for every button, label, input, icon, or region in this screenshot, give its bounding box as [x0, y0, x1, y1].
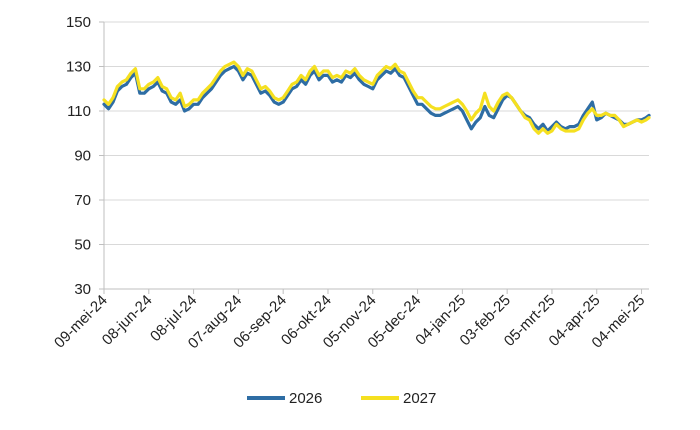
chart-axes — [99, 21, 649, 294]
y-tick-label: 110 — [67, 103, 91, 120]
y-axis-tick-labels: 30 50 70 90 110 130 150 — [66, 14, 91, 298]
series-lines — [102, 60, 651, 135]
y-tick-label: 70 — [74, 192, 91, 209]
legend-label-2026: 2026 — [289, 390, 322, 407]
horizontal-gridlines — [104, 21, 649, 245]
y-tick-label: 90 — [74, 148, 91, 165]
y-tick-label: 150 — [66, 14, 91, 31]
legend-label-2027: 2027 — [403, 390, 436, 407]
series-line-2027 — [102, 60, 651, 135]
y-tick-label: 50 — [74, 237, 91, 254]
y-tick-label: 30 — [74, 281, 91, 298]
x-tick-label: 09-mei-24 — [51, 292, 111, 352]
x-axis-tick-labels: 09-mei-2408-jun-2408-jul-2407-aug-2406-s… — [51, 292, 648, 352]
legend: 2026 2027 — [247, 390, 436, 407]
y-tick-label: 130 — [66, 59, 91, 76]
